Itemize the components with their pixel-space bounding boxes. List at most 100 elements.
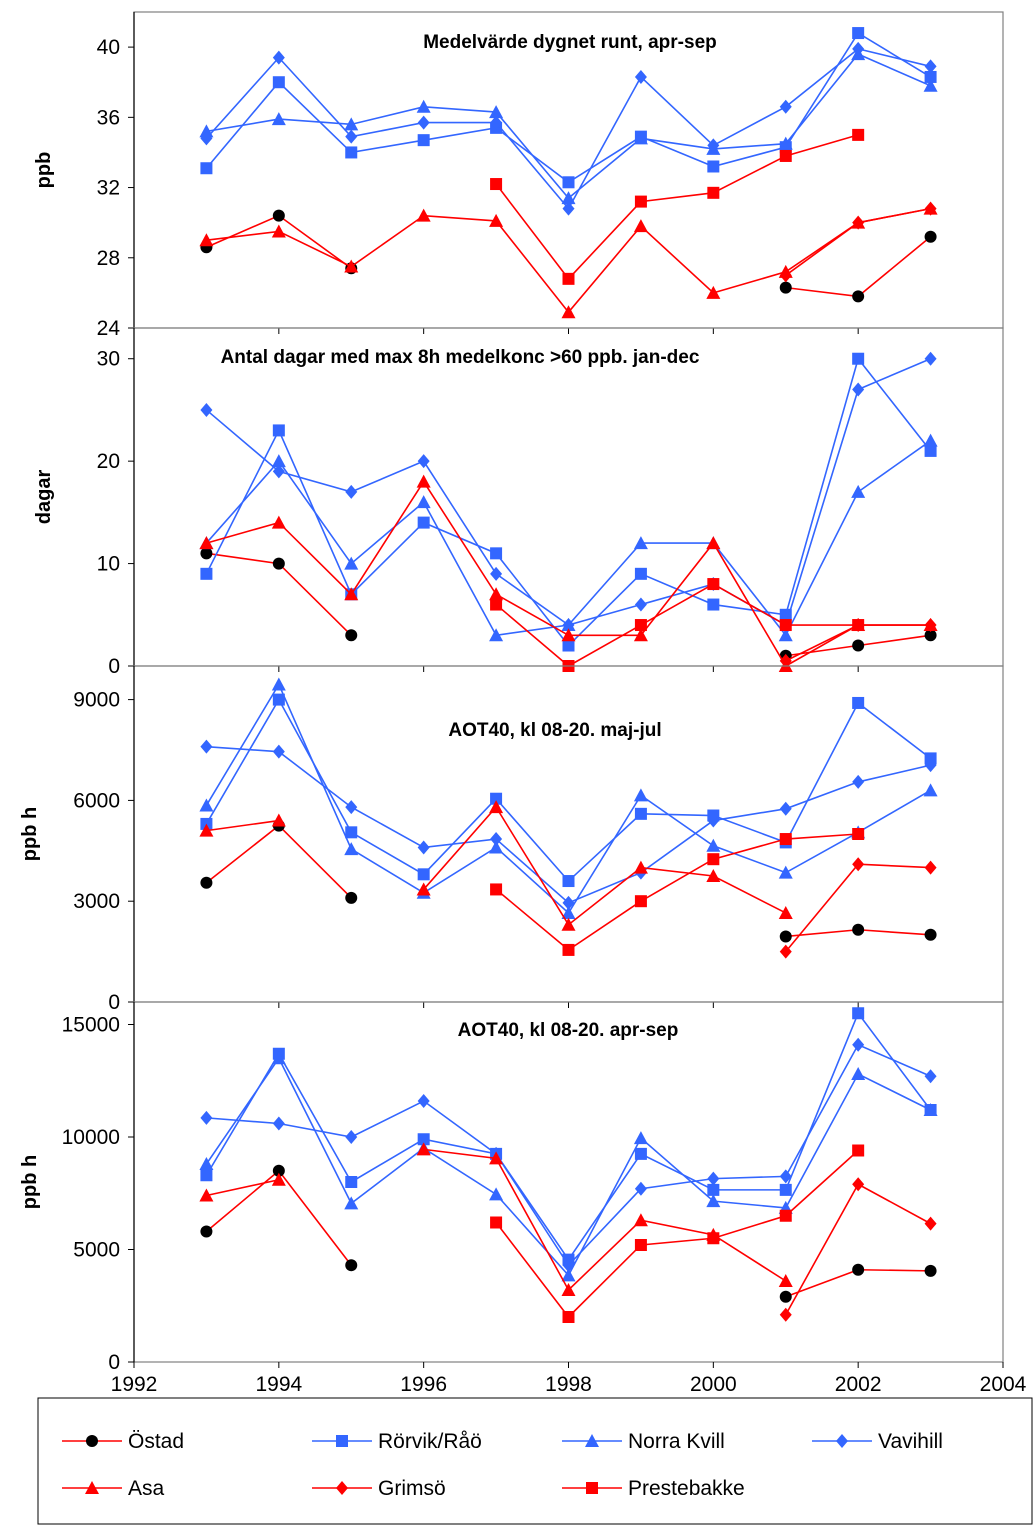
series-grimso <box>779 201 937 283</box>
legend-marker <box>336 1481 348 1495</box>
series-line <box>495 134 859 281</box>
series-line <box>205 357 931 627</box>
data-point <box>852 382 865 397</box>
data-point <box>417 454 430 469</box>
data-point <box>200 567 213 580</box>
data-point <box>345 629 358 642</box>
data-point <box>272 50 285 65</box>
data-point <box>852 774 865 789</box>
data-point <box>779 619 792 632</box>
panel-title: AOT40, kl 08-20. apr-sep <box>458 1020 679 1041</box>
data-point <box>924 1216 937 1231</box>
data-point <box>779 1290 792 1303</box>
data-point <box>706 1194 721 1208</box>
data-point <box>562 875 575 888</box>
data-point <box>634 567 647 580</box>
data-point <box>634 895 647 908</box>
data-point <box>924 444 937 457</box>
data-point <box>778 136 793 150</box>
panel-title: Medelvärde dygnet runt, apr-sep <box>423 32 717 53</box>
data-point <box>779 268 792 283</box>
data-point <box>272 693 285 706</box>
data-point <box>561 1283 576 1296</box>
data-point <box>634 597 647 612</box>
data-point <box>778 1274 793 1287</box>
data-point <box>634 1181 647 1196</box>
data-point <box>562 895 575 910</box>
data-point <box>490 547 503 560</box>
data-point <box>633 860 648 874</box>
data-point <box>707 578 720 591</box>
data-point <box>416 474 431 488</box>
series-line <box>206 1178 280 1197</box>
data-point <box>200 131 213 146</box>
data-point <box>345 1176 358 1188</box>
x-tick-label: 1994 <box>255 1373 302 1396</box>
data-point <box>561 628 576 642</box>
series-ostad <box>200 1164 937 1303</box>
legend-label: Grimsö <box>378 1477 446 1500</box>
data-point <box>852 639 865 652</box>
y-tick-label: 36 <box>97 106 120 129</box>
series-line <box>206 819 279 832</box>
data-point <box>852 696 865 709</box>
legend-item-vavihill: Vavihill <box>812 1430 943 1453</box>
data-point <box>852 128 865 141</box>
data-point <box>706 536 721 550</box>
panel-title: AOT40, kl 08-20. maj-jul <box>448 720 661 741</box>
data-point <box>852 1007 865 1020</box>
data-point <box>924 201 937 216</box>
series-vavihill <box>200 739 937 910</box>
legend-item-asa: Asa <box>62 1477 165 1500</box>
data-point <box>633 788 648 802</box>
data-point <box>633 628 648 642</box>
series-line <box>205 31 931 184</box>
data-point <box>490 1216 503 1229</box>
legend-marker <box>85 1481 99 1494</box>
data-point <box>924 860 937 875</box>
data-point <box>344 117 359 131</box>
data-point <box>778 905 793 919</box>
data-point <box>924 351 937 366</box>
y-tick-label: 6000 <box>73 789 120 812</box>
data-point <box>199 1157 214 1170</box>
data-point <box>634 807 647 820</box>
series-line <box>205 1056 931 1277</box>
data-point <box>489 105 504 119</box>
data-point <box>489 628 504 642</box>
data-point <box>200 402 213 417</box>
series-vavihill <box>200 351 937 633</box>
data-point <box>852 1144 865 1157</box>
data-point <box>199 536 214 550</box>
data-point <box>707 1183 720 1196</box>
data-point <box>923 78 938 92</box>
series-line <box>206 207 931 314</box>
legend-label: Rörvik/Råö <box>378 1430 482 1453</box>
plot-frame <box>133 327 1004 667</box>
legend-item-grimso: Grimsö <box>312 1477 446 1500</box>
data-point <box>707 138 720 153</box>
data-point <box>562 272 575 285</box>
data-point <box>561 917 576 931</box>
data-point <box>924 758 937 773</box>
y-tick-label: 30 <box>97 348 120 371</box>
data-point <box>779 801 792 816</box>
data-point <box>199 233 214 247</box>
y-tick-label: 40 <box>97 36 120 59</box>
x-tick-label: 2000 <box>690 1373 737 1396</box>
data-point <box>852 857 865 872</box>
data-point <box>272 744 285 759</box>
data-point <box>345 129 358 144</box>
data-point <box>852 27 865 40</box>
data-point <box>779 1169 792 1184</box>
data-point <box>272 1164 285 1177</box>
series-asa <box>199 800 793 931</box>
data-point <box>489 840 504 854</box>
data-point <box>707 1171 720 1186</box>
data-point <box>416 208 431 222</box>
data-point <box>271 1051 286 1065</box>
data-point <box>779 1307 792 1322</box>
data-point <box>199 798 214 812</box>
y-tick-label: 28 <box>97 247 120 270</box>
